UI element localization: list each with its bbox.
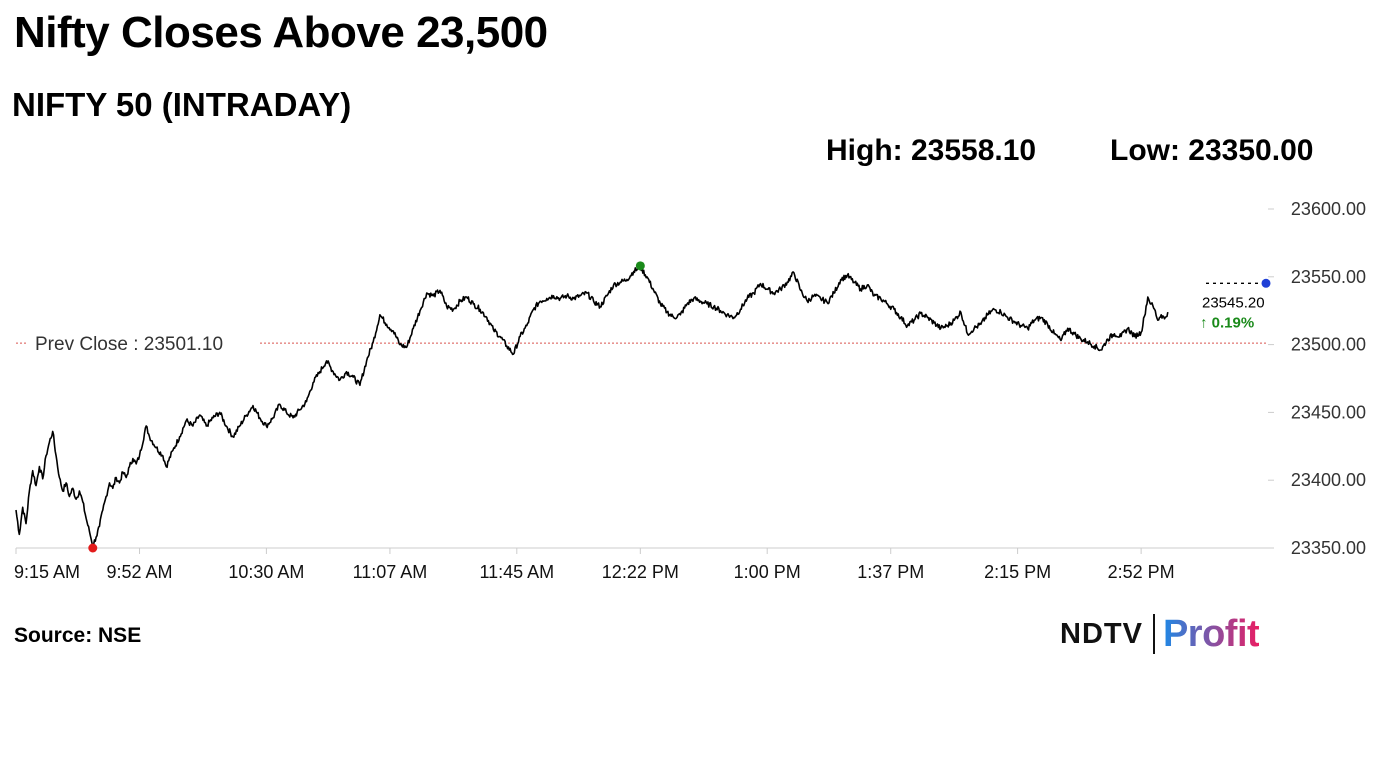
day-high-marker [635,261,645,271]
last-price-marker [1261,278,1271,288]
x-tick-label: 11:45 AM [479,562,554,582]
axis-layer: 23600.00 23550.00 23500.00 23450.00 23400.00… [14,199,1366,582]
x-tick-label: 2:15 PM [984,562,1051,582]
label-layer: 23545.20 ↑ 0.19% [1200,294,1265,331]
source-note: Source: NSE [14,624,142,647]
x-tick-label: 9:52 AM [107,562,173,582]
y-tick-label: 23600.00 [1291,199,1366,219]
prev-close-label-bg [28,331,260,356]
prev-close-label: Prev Close : 23501.10 [35,334,223,355]
y-tick-label: 23400.00 [1291,470,1366,490]
last-price-label: 23545.20 [1202,294,1265,311]
y-tick-label: 23550.00 [1291,267,1366,287]
change-percent-label: ↑ 0.19% [1200,314,1254,331]
y-tick-label: 23450.00 [1291,402,1366,422]
logo-divider [1152,614,1155,654]
x-tick-label: 10:30 AM [228,562,304,582]
price-line [15,265,1169,547]
x-tick-label: 2:52 PM [1108,562,1175,582]
day-low-marker [88,543,98,553]
x-tick-label: 9:15 AM [14,562,80,582]
profit-logo-text: Profit [1162,612,1260,655]
prev-close-layer: Prev Close : 23501.10 [16,331,1268,356]
x-tick-label: 11:07 AM [353,562,428,582]
x-tick-label: 1:00 PM [734,562,801,582]
price-line-layer [15,261,1271,553]
day-high-stat: High: 23558.10 [826,134,1037,167]
day-low-stat: Low: 23350.00 [1110,134,1314,167]
x-tick-label: 1:37 PM [857,562,924,582]
y-tick-label: 23500.00 [1291,335,1366,355]
brand-logo: NDTV Profit [1060,612,1260,656]
page-title: Nifty Closes Above 23,500 [14,8,548,57]
ndtv-logo-text: NDTV [1060,617,1143,650]
chart-subtitle: NIFTY 50 (INTRADAY) [12,86,352,123]
y-tick-label: 23350.00 [1291,538,1366,558]
x-tick-label: 12:22 PM [602,562,679,582]
